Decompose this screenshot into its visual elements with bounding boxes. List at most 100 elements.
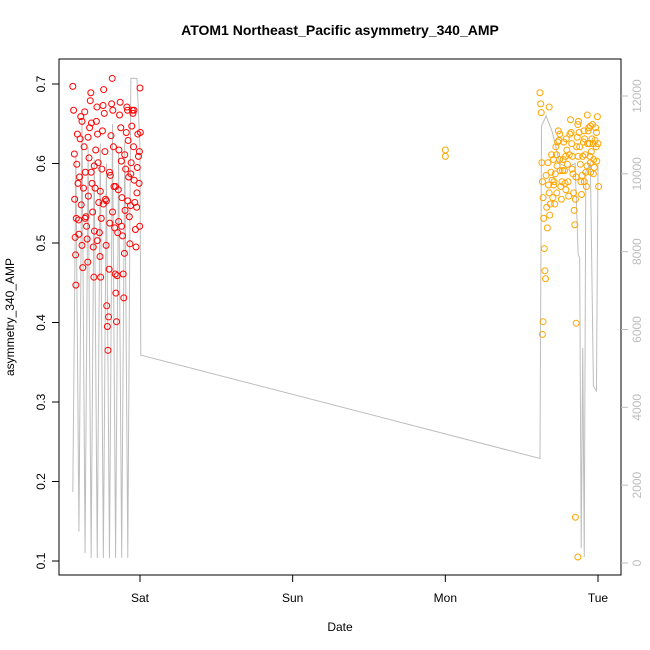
data-point-s2-107: [562, 186, 570, 194]
data-point-s1-126: [93, 237, 101, 245]
data-point-s1-105: [132, 243, 140, 251]
data-point-s1-15: [77, 113, 85, 121]
data-point-s1-75: [114, 229, 122, 237]
data-point-s1-86: [120, 249, 128, 257]
data-point-s2-47: [563, 160, 571, 168]
data-point-s2-44: [562, 152, 570, 160]
data-point-s1-6: [72, 281, 80, 289]
y-axis-label: asymmetry_340_AMP: [3, 258, 17, 376]
right-y-tick-label-1: 2000: [630, 471, 644, 498]
data-point-s1-28: [85, 154, 93, 162]
data-point-s2-86: [587, 148, 595, 156]
data-point-s1-111: [136, 222, 144, 230]
data-point-s1-0: [69, 82, 77, 90]
data-point-s2-59: [571, 221, 579, 229]
data-point-s2-12: [542, 171, 550, 179]
data-point-s1-107: [133, 163, 141, 171]
data-point-s2-80: [584, 140, 592, 148]
data-point-s1-122: [127, 170, 135, 178]
data-point-s1-31: [87, 89, 95, 97]
data-point-s2-0: [441, 146, 449, 154]
right-y-axis: 0 2000 4000 6000 8000 10000 12000: [621, 79, 644, 566]
data-point-s1-104: [131, 225, 139, 233]
x-tick-label-3: Tue: [588, 591, 609, 605]
data-point-s1-29: [86, 124, 94, 132]
data-point-s2-29: [552, 151, 560, 159]
data-point-s1-24: [83, 222, 91, 230]
data-point-s2-57: [570, 189, 578, 197]
data-point-s1-87: [121, 206, 129, 214]
left-y-tick-label-0: 0.1: [34, 552, 48, 569]
data-point-s2-62: [573, 143, 581, 151]
data-point-s2-14: [543, 224, 551, 232]
data-point-s1-113: [136, 128, 144, 136]
data-point-s2-115: [589, 170, 597, 178]
right-y-tick-label-2: 4000: [630, 394, 644, 421]
data-point-s1-112: [136, 84, 144, 92]
data-point-s2-114: [583, 111, 591, 119]
x-tick-label-2: Mon: [434, 591, 457, 605]
data-point-s2-45: [562, 135, 570, 143]
data-point-s2-8: [540, 214, 548, 222]
data-point-s2-112: [592, 128, 600, 136]
data-point-s2-16: [545, 181, 553, 189]
data-point-s1-63: [106, 171, 114, 179]
data-point-s2-6: [538, 178, 546, 186]
data-point-s1-54: [101, 148, 109, 156]
data-point-s1-128: [105, 168, 113, 176]
data-point-s1-34: [89, 208, 97, 216]
data-point-s2-109: [574, 152, 582, 160]
data-point-s1-27: [84, 192, 92, 200]
data-point-s2-64: [574, 121, 582, 129]
data-point-s1-46: [96, 253, 104, 261]
data-point-s1-39: [92, 146, 100, 154]
data-point-s1-50: [98, 127, 106, 135]
data-point-s2-34: [556, 156, 564, 164]
data-point-s1-101: [130, 143, 138, 151]
data-point-s1-130: [118, 222, 126, 230]
data-point-s2-39: [559, 167, 567, 175]
data-point-s1-8: [73, 160, 81, 168]
data-point-s1-52: [100, 86, 108, 94]
data-point-s1-61: [105, 265, 113, 273]
data-point-s2-99: [539, 318, 547, 326]
data-point-s1-94: [125, 213, 133, 221]
data-point-s1-30: [86, 97, 94, 105]
data-point-s2-60: [571, 195, 579, 203]
data-point-s2-21: [548, 151, 556, 159]
data-point-s1-17: [78, 241, 86, 249]
data-point-s2-71: [578, 171, 586, 179]
data-point-s1-120: [115, 218, 123, 226]
data-point-s2-42: [560, 167, 568, 175]
data-point-s1-90: [123, 103, 131, 111]
data-points: [69, 74, 603, 561]
data-point-s2-108: [568, 165, 576, 173]
data-point-s2-30: [553, 162, 561, 170]
data-point-s1-106: [133, 203, 141, 211]
data-point-s1-114: [78, 117, 86, 125]
data-point-s2-37: [557, 195, 565, 203]
data-point-s1-38: [91, 184, 99, 192]
data-point-s2-48: [564, 178, 572, 186]
data-point-s2-53: [567, 128, 575, 136]
data-point-s1-97: [127, 159, 135, 167]
data-point-s2-69: [577, 178, 585, 186]
data-point-s1-1: [70, 106, 78, 114]
data-point-s1-49: [98, 165, 106, 173]
data-point-s1-18: [79, 264, 87, 272]
data-point-s2-23: [549, 194, 557, 202]
data-point-s2-26: [551, 200, 559, 208]
plot-box: [58, 58, 622, 576]
data-point-s2-100: [538, 330, 546, 338]
data-point-s2-18: [546, 211, 554, 219]
data-point-s2-67: [576, 143, 584, 151]
right-y-tick-label-0: 0: [630, 559, 644, 566]
data-point-s1-35: [89, 243, 97, 251]
data-point-s1-44: [95, 198, 103, 206]
data-point-s1-51: [99, 101, 107, 109]
data-point-s1-133: [135, 148, 143, 156]
data-point-s2-17: [545, 189, 553, 197]
data-point-s2-101: [545, 103, 553, 111]
data-point-s2-10: [541, 267, 549, 275]
